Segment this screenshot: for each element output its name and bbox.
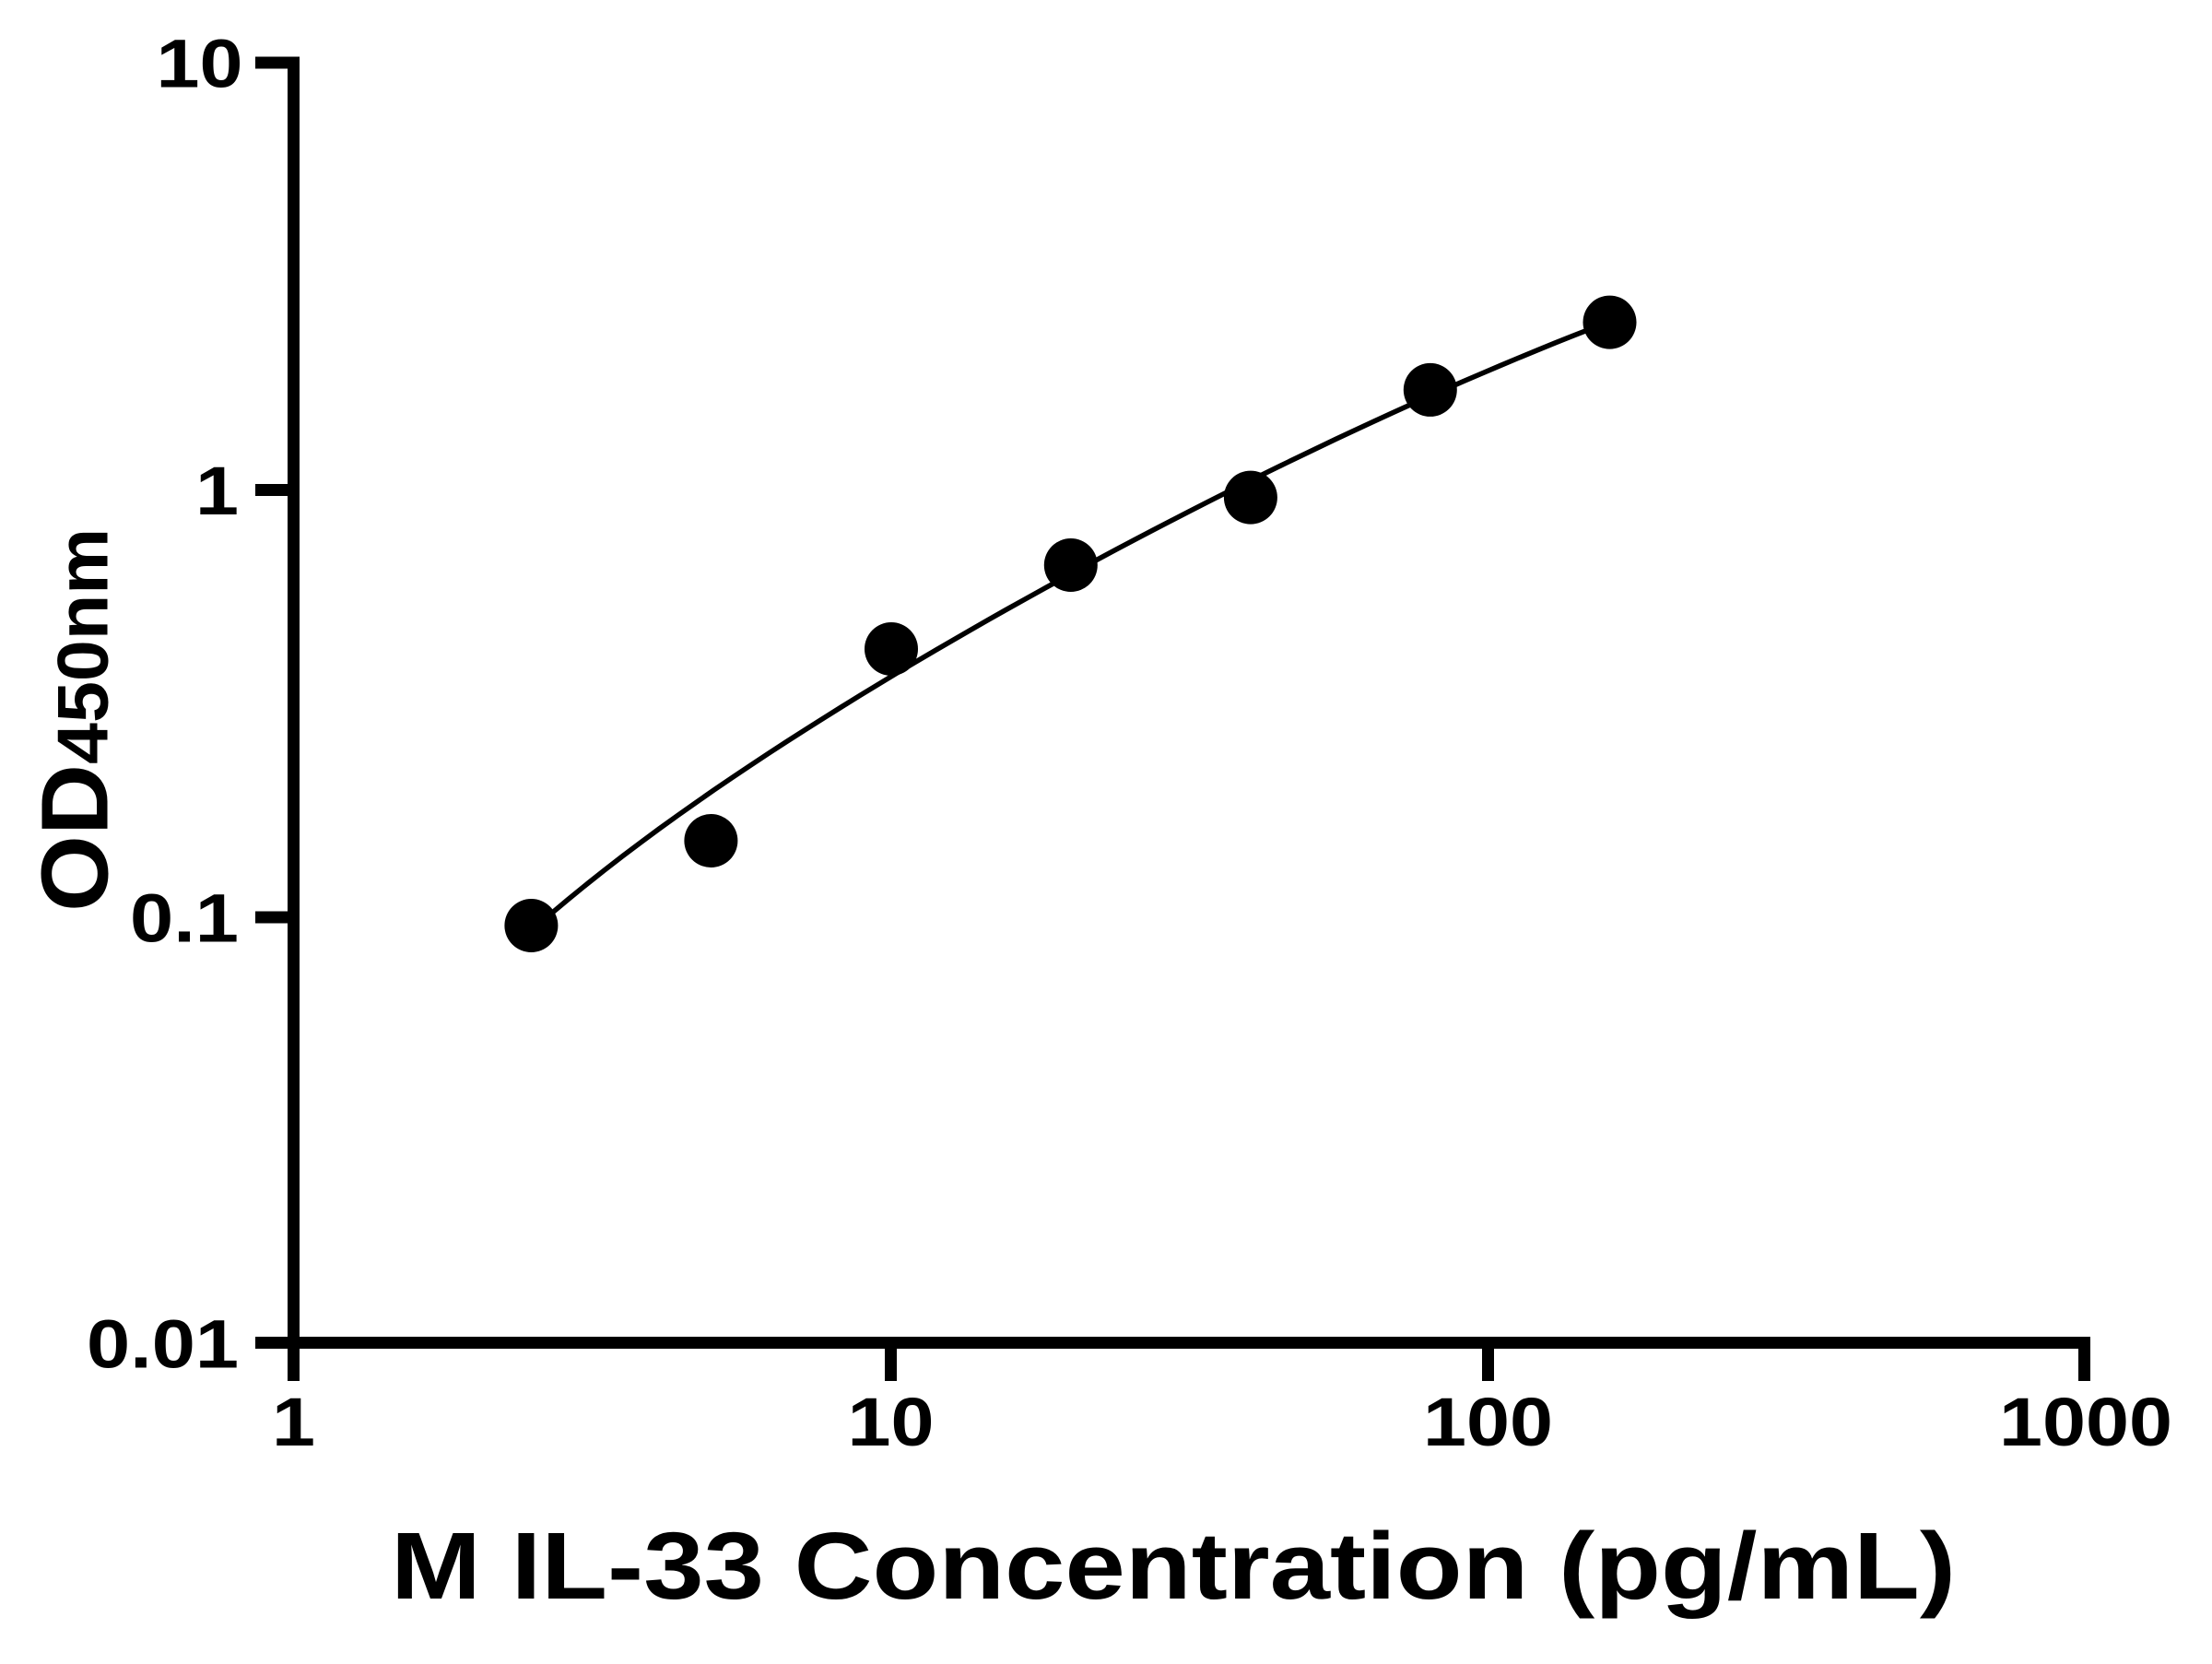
svg-text:1: 1 xyxy=(272,1384,315,1460)
svg-text:0.1: 0.1 xyxy=(130,880,239,957)
svg-text:OD450nm: OD450nm xyxy=(22,528,128,912)
svg-text:10: 10 xyxy=(848,1384,935,1460)
svg-text:1: 1 xyxy=(195,453,239,529)
svg-text:10: 10 xyxy=(157,26,243,102)
svg-text:0.01: 0.01 xyxy=(87,1306,239,1383)
svg-text:100: 100 xyxy=(1423,1384,1553,1460)
svg-text:1000: 1000 xyxy=(1999,1384,2172,1460)
svg-text:M IL-33 Concentration (pg/mL): M IL-33 Concentration (pg/mL) xyxy=(391,1513,1956,1619)
